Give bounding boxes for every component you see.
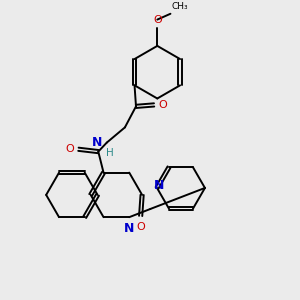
Text: N: N: [92, 136, 103, 149]
Text: H: H: [106, 148, 114, 158]
Text: O: O: [158, 100, 167, 110]
Text: O: O: [136, 222, 145, 232]
Text: CH₃: CH₃: [172, 2, 188, 11]
Text: N: N: [154, 178, 164, 191]
Text: O: O: [65, 144, 74, 154]
Text: O: O: [153, 16, 162, 26]
Text: N: N: [124, 222, 134, 236]
